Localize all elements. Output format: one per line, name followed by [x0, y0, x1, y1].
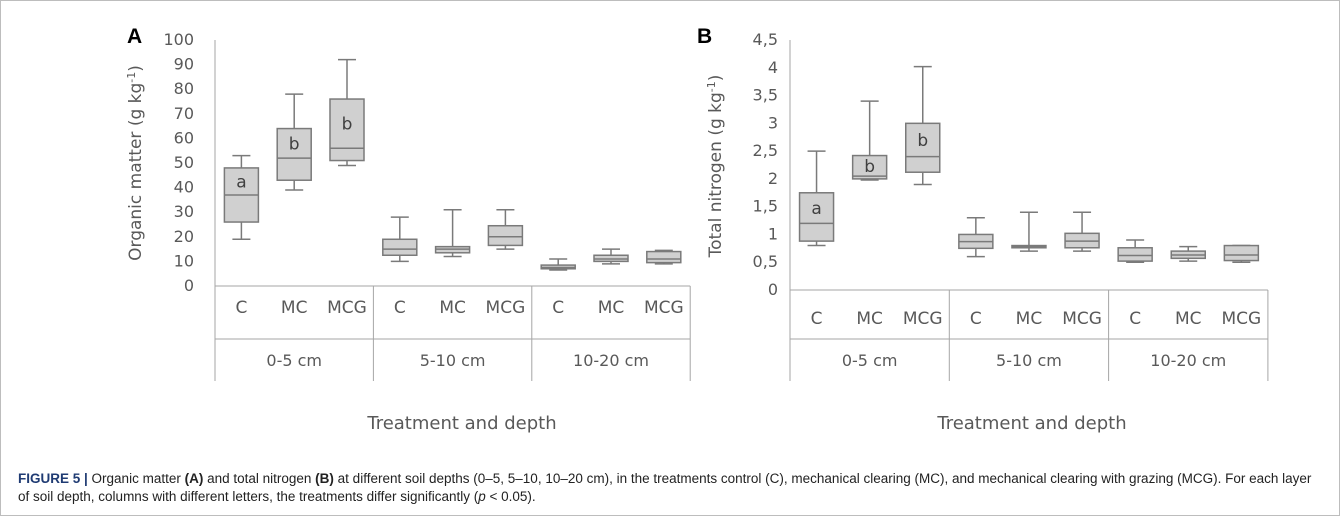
- category-label: C: [552, 298, 564, 318]
- y-axis-label: Organic matter (g kg-1): [125, 65, 146, 261]
- category-label: C: [235, 298, 247, 318]
- y-tick-label: 60: [174, 128, 194, 147]
- box-plot: [1011, 211, 1047, 252]
- caption-text: at different soil depths (0–5, 5–10, 10–…: [18, 471, 1312, 504]
- category-label: C: [811, 309, 823, 329]
- significance-letter: b: [289, 134, 300, 154]
- panel-label: B: [697, 25, 712, 48]
- caption-text: p: [478, 489, 486, 504]
- category-label: MCG: [1221, 309, 1261, 329]
- y-tick-label: 4: [768, 58, 778, 77]
- group-label: 10-20 cm: [1150, 351, 1226, 370]
- y-tick-label: 90: [174, 55, 194, 74]
- group-label: 5-10 cm: [996, 351, 1062, 370]
- box-iqr: [1223, 244, 1260, 262]
- y-tick-label: 0: [184, 276, 194, 295]
- box-iqr: [382, 238, 418, 256]
- category-label: MC: [1175, 309, 1202, 329]
- y-tick-label: 4,5: [753, 30, 778, 49]
- box-plot: b: [329, 58, 365, 167]
- panel-b: B 0 0,5 1 1,5 2 2,5 3 3,5 4 4,5 Total nitrogen (g k…: [697, 25, 1269, 434]
- box-plot: a: [223, 154, 260, 241]
- box-plot: [434, 208, 471, 258]
- category-label: MC: [856, 309, 883, 329]
- caption-text: (B): [315, 471, 334, 486]
- box-iqr: [851, 154, 888, 180]
- y-tick-label: 10: [174, 251, 194, 270]
- caption-label: FIGURE 5 |: [18, 471, 88, 486]
- y-tick-label: 1,5: [753, 197, 778, 216]
- category-label: MC: [1016, 309, 1043, 329]
- caption-text: < 0.05).: [485, 489, 536, 504]
- group-label: 0-5 cm: [266, 351, 322, 370]
- y-tick-label: 50: [174, 153, 194, 172]
- box-plot: [540, 258, 576, 271]
- y-tick-label: 30: [174, 202, 194, 221]
- group-label: 5-10 cm: [420, 351, 486, 370]
- y-tick-label: 0: [768, 280, 778, 299]
- category-label: MCG: [1062, 309, 1102, 329]
- box-plot: [593, 248, 629, 265]
- caption-text: Organic matter: [87, 471, 185, 486]
- box-plot: b: [276, 93, 312, 191]
- box-iqr: [487, 224, 524, 247]
- y-tick-label: 80: [174, 79, 194, 98]
- figure-caption: FIGURE 5 | Organic matter (A) and total …: [18, 470, 1318, 506]
- caption-text: (A): [184, 471, 204, 486]
- y-tick-label: 0,5: [753, 252, 778, 271]
- box-plot: [1117, 239, 1153, 263]
- x-axis-title: Treatment and depth: [366, 413, 556, 434]
- category-label: MCG: [486, 298, 526, 318]
- category-label: MCG: [644, 298, 684, 318]
- box-plot: [1064, 211, 1100, 252]
- category-label: C: [1129, 309, 1141, 329]
- box-iqr: [646, 250, 682, 264]
- y-tick-label: 70: [174, 104, 194, 123]
- category-label: MC: [281, 298, 308, 318]
- box-iqr: [798, 192, 835, 242]
- panel-label: A: [127, 25, 142, 48]
- box-plot: [382, 216, 418, 263]
- category-label: C: [394, 298, 406, 318]
- box-iqr: [905, 122, 941, 173]
- caption-text: and total nitrogen: [203, 471, 316, 486]
- significance-letter: b: [917, 131, 928, 151]
- box-plot: b: [851, 100, 888, 181]
- significance-letter: a: [236, 172, 246, 192]
- category-label: MCG: [903, 309, 943, 329]
- significance-letter: b: [864, 157, 875, 177]
- y-tick-label: 100: [163, 30, 194, 49]
- significance-letter: a: [811, 199, 821, 219]
- box-plot: [646, 249, 682, 265]
- y-tick-label: 3: [768, 113, 778, 132]
- box-plot: b: [905, 65, 941, 186]
- box-iqr: [1117, 247, 1153, 262]
- panel-a: A 0 10 20 30 40 50 60 70 80 90 100 Organic matter (g…: [125, 25, 691, 434]
- y-axis-label: Total nitrogen (g kg-1): [705, 75, 726, 259]
- y-tick-label: 3,5: [753, 86, 778, 105]
- box-iqr: [329, 98, 365, 162]
- category-label: C: [970, 309, 982, 329]
- category-label: MC: [598, 298, 625, 318]
- y-tick-label: 20: [174, 227, 194, 246]
- group-label: 0-5 cm: [842, 351, 898, 370]
- group-label: 10-20 cm: [573, 351, 649, 370]
- box-plot: [1170, 245, 1206, 262]
- y-tick-label: 2,5: [753, 141, 778, 160]
- box-plot: a: [798, 150, 835, 247]
- category-label: MCG: [327, 298, 367, 318]
- y-tick-label: 2: [768, 169, 778, 188]
- box-plot: [958, 217, 994, 258]
- y-tick-label: 40: [174, 178, 194, 197]
- box-plot: [1223, 244, 1260, 263]
- box-plot: [487, 208, 524, 250]
- significance-letter: b: [342, 115, 353, 135]
- category-label: MC: [439, 298, 466, 318]
- y-tick-label: 1: [768, 224, 778, 243]
- box-iqr: [276, 127, 312, 181]
- x-axis-title: Treatment and depth: [936, 413, 1126, 434]
